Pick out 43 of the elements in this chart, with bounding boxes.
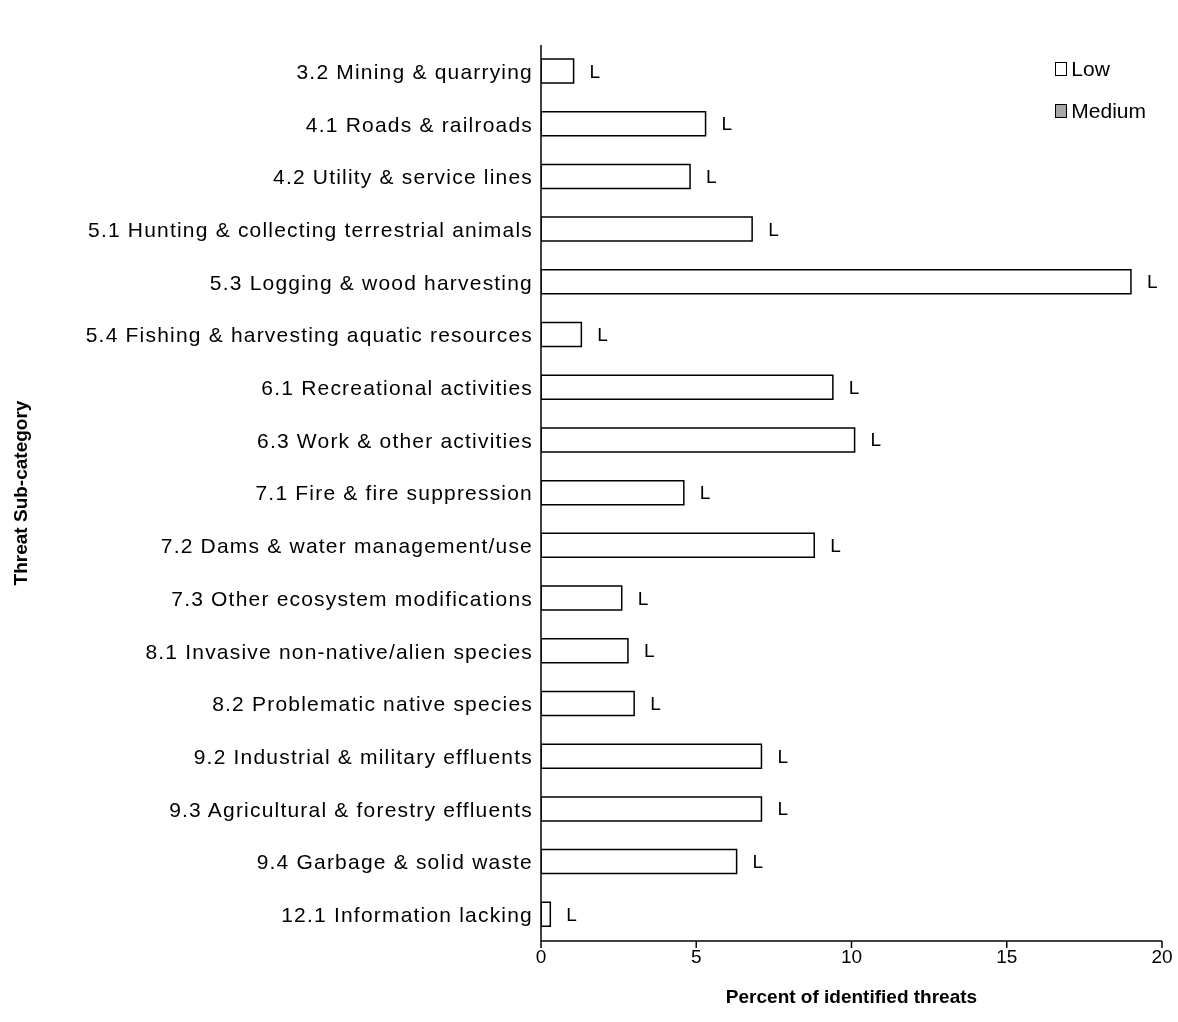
y-tick-label: 5.3 Logging & wood harvesting — [209, 270, 533, 294]
y-tick-label: 7.2 Dams & water management/use — [160, 534, 533, 558]
y-axis-title: Threat Sub-category — [9, 400, 31, 586]
y-tick-label: 7.3 Other ecosystem modifications — [171, 586, 533, 610]
data-label: L — [752, 851, 764, 873]
y-tick-label: 9.2 Industrial & military effluents — [193, 744, 533, 768]
y-tick-label: 5.1 Hunting & collecting terrestrial animals — [88, 217, 533, 241]
y-tick-label: 12.1 Information lacking — [281, 903, 533, 927]
x-axis-title: Percent of identified threats — [725, 986, 978, 1007]
y-tick-label: 8.2 Problematic native species — [212, 692, 533, 716]
data-label: L — [777, 798, 789, 820]
data-label: L — [721, 113, 733, 135]
x-tick-label: 15 — [996, 946, 1018, 968]
data-label: L — [643, 640, 655, 662]
data-label: L — [589, 60, 601, 82]
data-label: L — [650, 692, 661, 714]
legend-label: Medium — [1071, 98, 1146, 124]
data-label: L — [566, 903, 577, 925]
y-tick-label: 3.2 Mining & quarrying — [296, 59, 533, 83]
data-label: L — [768, 218, 779, 240]
x-tick-label: 20 — [1151, 946, 1173, 968]
y-tick-label: 8.1 Invasive non-native/alien species — [145, 639, 533, 663]
data-label: L — [777, 745, 789, 767]
y-tick-label: 6.1 Recreational activities — [261, 376, 533, 400]
x-tick-label: 5 — [690, 946, 702, 968]
x-tick-label: 10 — [840, 946, 863, 968]
data-label: L — [830, 534, 841, 556]
y-tick-label: 6.3 Work & other activities — [257, 428, 533, 452]
y-tick-label: 4.2 Utility & service lines — [273, 165, 533, 189]
data-label: L — [848, 376, 860, 398]
data-label: L — [706, 165, 717, 187]
y-tick-label: 9.4 Garbage & solid waste — [256, 850, 533, 874]
y-tick-label: 7.1 Fire & fire suppression — [255, 481, 533, 505]
x-tick-label: 0 — [535, 946, 547, 968]
data-label: L — [597, 324, 608, 346]
y-tick-label: 5.4 Fishing & harvesting aquatic resources — [85, 323, 533, 347]
y-tick-label: 4.1 Roads & railroads — [305, 112, 533, 136]
data-label: L — [870, 429, 882, 451]
data-label: L — [699, 482, 711, 504]
data-label: L — [1146, 271, 1158, 293]
data-label: L — [637, 587, 649, 609]
legend-label: Low — [1071, 56, 1110, 82]
y-tick-label: 9.3 Agricultural & forestry effluents — [169, 797, 533, 821]
